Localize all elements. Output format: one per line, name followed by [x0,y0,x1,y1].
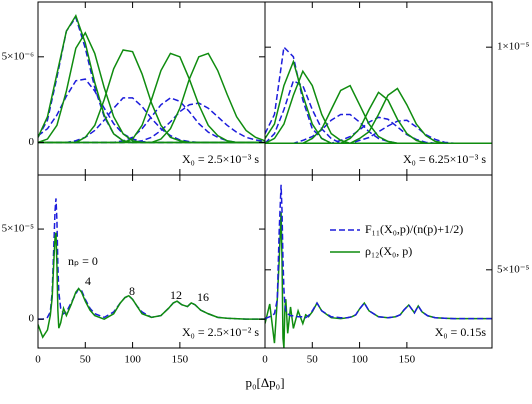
y-tick-label: 5×10⁻⁵ [2,223,35,235]
series-line [38,78,265,144]
panel-label: X₀ = 6.25×10⁻³ s [403,152,486,166]
x-tick-label: 150 [399,354,416,366]
annotation: nₚ = 0 [68,254,98,268]
panel-label: X₀ = 0.15s [435,325,487,339]
panel-frame [264,174,493,349]
legend-label: ρ₁₂(X₀, p) [365,244,412,258]
series-line [38,232,265,339]
x-tick-label: 50 [307,354,319,366]
annotation: 4 [85,274,91,288]
annotation: 12 [170,288,182,302]
panel-frame [37,1,266,176]
plot-area [38,13,265,144]
series-line [265,184,492,320]
series-line [265,59,492,145]
series-line [265,45,492,145]
y-tick-label: 0 [29,136,35,148]
x-tick-label: 50 [80,354,92,366]
series-line [265,113,492,145]
annotation: 8 [129,284,135,298]
series-line [265,79,492,145]
series-line [38,13,265,144]
legend-label: F₁₁(X₀,p)/(n(p)+1/2) [365,222,463,236]
y-tick-label: 0 [29,313,35,325]
series-line [265,119,492,145]
series-line [38,15,265,144]
x-axis-label: p₀[Δp₀] [245,375,284,390]
plot-area [38,198,265,339]
series-line [38,102,265,144]
annotation: 16 [197,290,209,304]
x-tick-label: 100 [124,354,141,366]
y-tick-label: 1×10⁻⁵ [497,41,530,53]
x-tick-label: 0 [35,354,41,366]
panel-frame [264,1,493,176]
plot-area [265,45,492,145]
series-line [265,116,492,145]
series-line [38,97,265,144]
panel-label: X₀ = 2.5×10⁻² s [182,325,259,339]
series-line [38,198,265,320]
x-tick-label: 100 [351,354,368,366]
y-tick-label: 5×10⁻⁵ [497,263,530,275]
panel-label: X₀ = 2.5×10⁻³ s [182,152,259,166]
series-line [265,212,492,348]
x-tick-label: 150 [172,354,189,366]
x-tick-label: 0 [262,354,268,366]
series-line [265,87,492,145]
plot-area [265,184,492,348]
y-tick-label: 5×10⁻⁶ [2,50,35,62]
